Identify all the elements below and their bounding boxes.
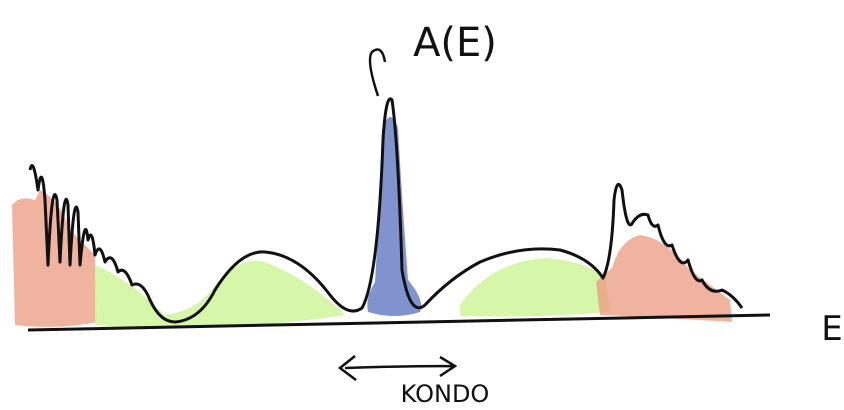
lower-band-shade bbox=[12, 190, 97, 327]
upper-band-shade bbox=[596, 235, 732, 322]
right-green-shade bbox=[460, 258, 610, 317]
kondo-peak-shade bbox=[367, 117, 421, 316]
peak-hook bbox=[370, 50, 385, 96]
kondo-label: KONDO bbox=[401, 380, 490, 408]
spectral-label: A(E) bbox=[413, 20, 497, 66]
kondo-arrow bbox=[340, 356, 455, 380]
energy-label: E bbox=[821, 309, 842, 349]
diagram: A(E) E KONDO bbox=[0, 0, 844, 410]
